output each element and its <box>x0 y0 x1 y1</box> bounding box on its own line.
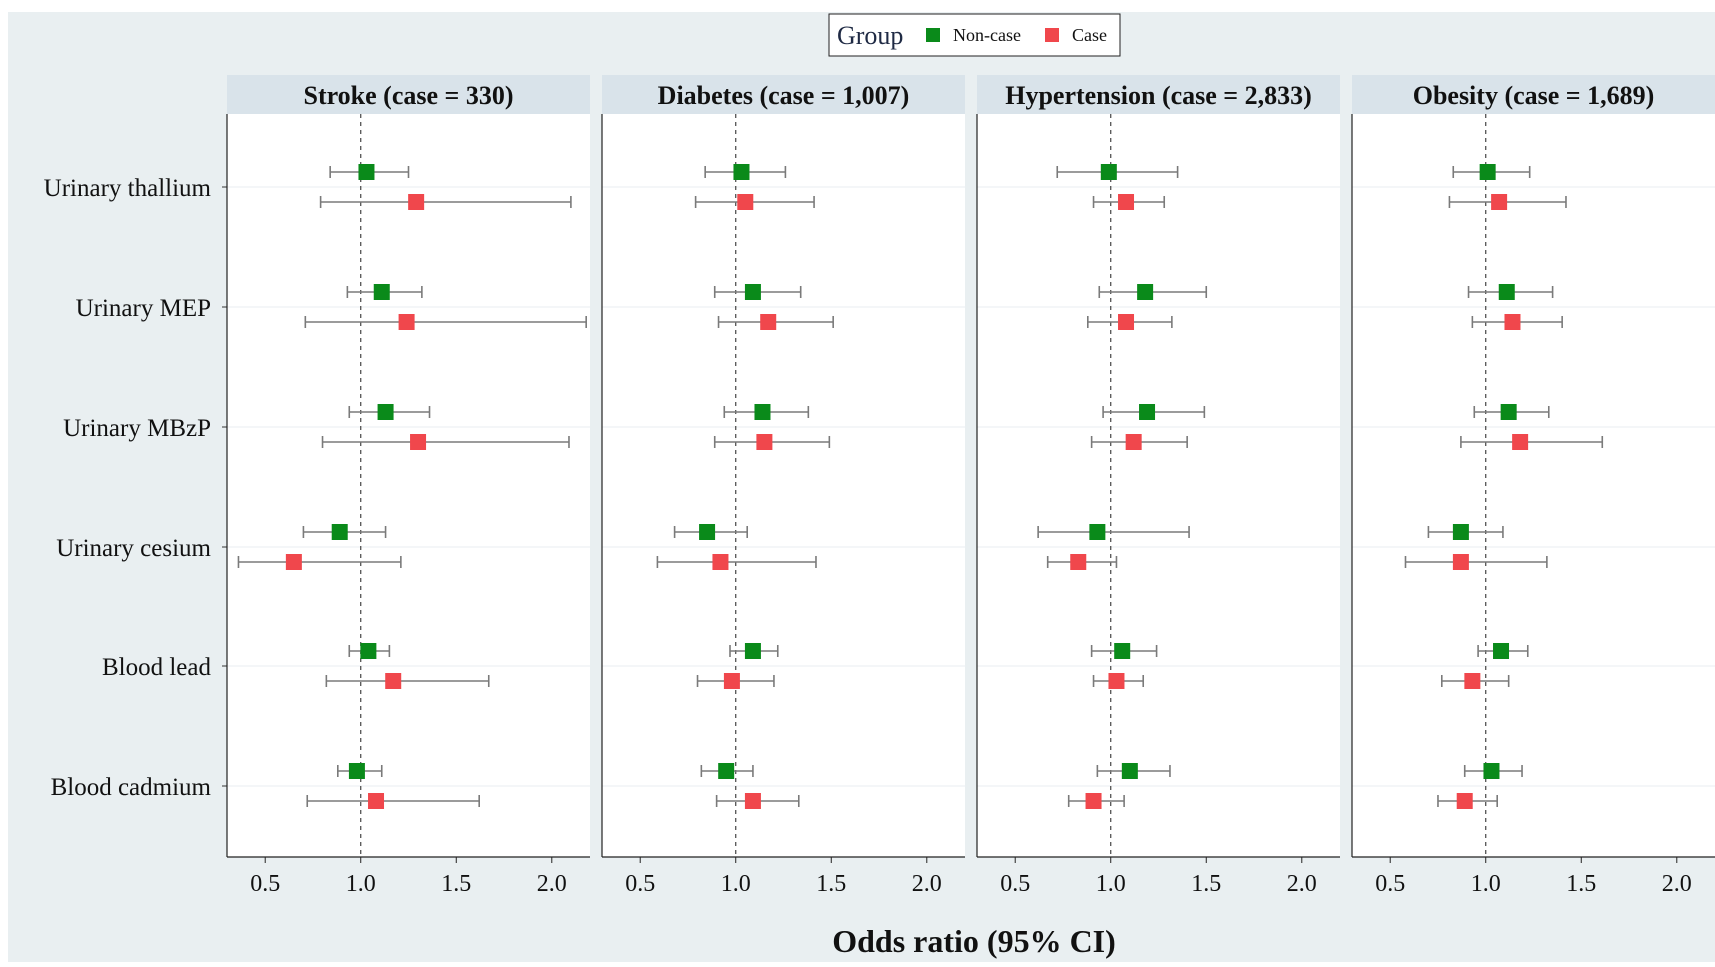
noncase-point <box>718 763 735 779</box>
case-point <box>1070 554 1087 570</box>
noncase-point <box>1500 404 1517 420</box>
noncase-point <box>744 643 761 659</box>
case-point <box>744 793 761 809</box>
case-point <box>737 194 754 210</box>
case-point <box>285 554 302 570</box>
legend-swatch-non-case <box>926 28 940 42</box>
noncase-point <box>1114 643 1131 659</box>
case-point <box>712 554 729 570</box>
x-tick-label: 0.5 <box>250 871 280 897</box>
noncase-point <box>744 284 761 300</box>
noncase-point <box>1452 524 1469 540</box>
case-point <box>1085 793 1102 809</box>
case-point <box>1504 314 1521 330</box>
row-label: Urinary thallium <box>44 175 212 202</box>
case-point <box>398 314 415 330</box>
case-point <box>760 314 777 330</box>
noncase-point <box>699 524 716 540</box>
case-point <box>1456 793 1473 809</box>
legend-swatch-case <box>1045 28 1059 42</box>
case-point <box>1464 673 1481 689</box>
x-tick-label: 0.5 <box>1375 871 1405 897</box>
x-axis-title: Odds ratio (95% CI) <box>832 923 1116 959</box>
panel-title: Hypertension (case = 2,833) <box>1005 81 1312 110</box>
x-tick-label: 2.0 <box>537 871 567 897</box>
noncase-point <box>1100 164 1117 180</box>
panel-strip <box>602 75 965 114</box>
panel-strip <box>227 75 590 114</box>
noncase-point <box>1483 763 1500 779</box>
x-tick-label: 2.0 <box>912 871 942 897</box>
noncase-point <box>348 763 365 779</box>
panel-title: Stroke (case = 330) <box>303 81 513 110</box>
row-label: Blood cadmium <box>51 774 212 801</box>
case-point <box>408 194 425 210</box>
legend-label-non-case: Non-case <box>953 25 1021 45</box>
noncase-point <box>1121 763 1138 779</box>
row-label: Blood lead <box>102 654 212 681</box>
panel-title: Obesity (case = 1,689) <box>1413 81 1655 110</box>
noncase-point <box>358 164 375 180</box>
case-point <box>1125 434 1142 450</box>
case-point <box>1118 194 1135 210</box>
panel-area <box>602 114 965 857</box>
noncase-point <box>331 524 348 540</box>
case-point <box>1108 673 1125 689</box>
case-point <box>1118 314 1135 330</box>
panel-area <box>1352 114 1715 857</box>
x-tick-label: 1.5 <box>1191 871 1221 897</box>
panel-strip <box>1352 75 1715 114</box>
legend-label-case: Case <box>1072 25 1107 45</box>
x-tick-label: 1.0 <box>1096 871 1126 897</box>
noncase-point <box>1493 643 1510 659</box>
panel-area <box>227 114 590 857</box>
x-tick-label: 1.5 <box>441 871 471 897</box>
noncase-point <box>1137 284 1154 300</box>
x-tick-label: 1.0 <box>346 871 376 897</box>
panel-area <box>977 114 1340 857</box>
x-tick-label: 1.5 <box>1566 871 1596 897</box>
noncase-point <box>377 404 394 420</box>
row-label: Urinary MBzP <box>63 415 211 442</box>
case-point <box>1491 194 1508 210</box>
legend-title: Group <box>837 21 903 50</box>
noncase-point <box>1498 284 1515 300</box>
noncase-point <box>1089 524 1106 540</box>
noncase-point <box>754 404 771 420</box>
panel-title: Diabetes (case = 1,007) <box>658 81 910 110</box>
case-point <box>1512 434 1529 450</box>
noncase-point <box>1139 404 1156 420</box>
legend-box <box>828 13 1121 57</box>
row-label: Urinary cesium <box>56 535 211 562</box>
case-point <box>756 434 773 450</box>
noncase-point <box>733 164 750 180</box>
panel-strip <box>977 75 1340 114</box>
x-tick-label: 2.0 <box>1662 871 1692 897</box>
x-tick-label: 1.0 <box>721 871 751 897</box>
row-label: Urinary MEP <box>76 295 211 322</box>
x-tick-label: 2.0 <box>1287 871 1317 897</box>
x-tick-label: 1.0 <box>1471 871 1501 897</box>
noncase-point <box>1479 164 1496 180</box>
case-point <box>368 793 385 809</box>
noncase-point <box>360 643 377 659</box>
case-point <box>410 434 427 450</box>
case-point <box>385 673 402 689</box>
case-point <box>1452 554 1469 570</box>
x-tick-label: 0.5 <box>625 871 655 897</box>
case-point <box>723 673 740 689</box>
noncase-point <box>373 284 390 300</box>
x-tick-label: 0.5 <box>1000 871 1030 897</box>
x-tick-label: 1.5 <box>816 871 846 897</box>
